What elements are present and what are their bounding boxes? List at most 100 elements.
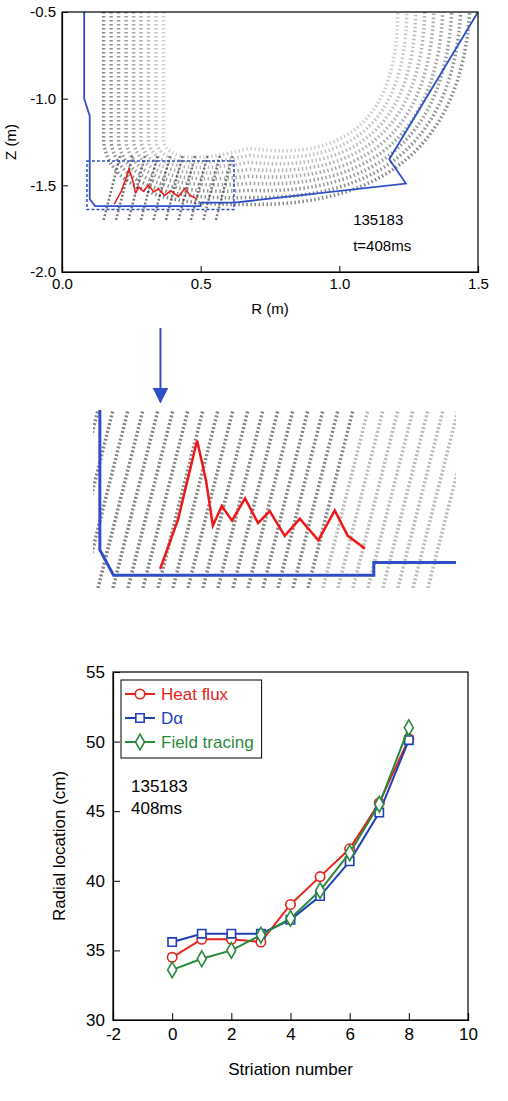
striation-texture [93, 410, 128, 588]
striation-texture [293, 410, 338, 588]
emission-band [111, 12, 461, 198]
data-point [286, 900, 295, 909]
tick-label: -2 [106, 1025, 121, 1044]
annotation: 408ms [131, 799, 182, 818]
legend: Heat fluxDαField tracing [121, 680, 262, 758]
legend-label: Dα [161, 709, 183, 728]
emission-band [104, 12, 470, 205]
data-point [404, 720, 413, 736]
striation-texture [93, 410, 113, 588]
axis-line [63, 13, 69, 273]
tick: 40 [86, 872, 120, 891]
tick-label: 45 [86, 802, 105, 821]
emission-band [149, 12, 416, 167]
axis: -20246810 [106, 1013, 478, 1044]
striation-texture [113, 410, 158, 588]
tick-label: 0 [168, 1025, 177, 1044]
striation-texture [188, 410, 233, 588]
tick: 50 [86, 733, 120, 752]
data-point [315, 872, 324, 881]
tick-label: 50 [86, 733, 105, 752]
figure: 0.00.51.01.5-2.0-1.5-1.0-0.5R (m)Z (m)13… [0, 0, 508, 1101]
tick-label: 10 [459, 1025, 478, 1044]
axis-line [114, 1013, 469, 1021]
panel-inset [53, 0, 508, 588]
data-point [168, 962, 177, 978]
tick: 35 [86, 941, 120, 960]
tick: -2.0 [30, 263, 68, 280]
tick-label: 0.5 [191, 275, 212, 292]
striation-texture [158, 410, 203, 588]
striation-texture [218, 410, 263, 588]
tick-label: 8 [405, 1025, 414, 1044]
legend-entry: Dα [125, 709, 183, 728]
series-line [172, 740, 409, 942]
annotation: 135183 [353, 211, 403, 228]
y-axis-title: Radial location (cm) [50, 771, 69, 921]
data-point [345, 845, 354, 861]
data-point [227, 943, 236, 959]
tick-label: -0.5 [30, 3, 56, 20]
emission-band [164, 12, 398, 158]
legend-marker [136, 734, 145, 750]
tick-mark [350, 1013, 351, 1020]
series [167, 734, 413, 962]
vessel-wall [84, 12, 478, 206]
heat-flux-trace [160, 441, 365, 569]
striation-texture [278, 410, 323, 588]
striation-texture [248, 410, 293, 588]
data-point [168, 938, 176, 946]
plot-frame [62, 12, 478, 272]
plot-frame [113, 672, 468, 1020]
striation-texture [263, 410, 308, 588]
panel-top: 0.00.51.01.5-2.0-1.5-1.0-0.5R (m)Z (m)13… [2, 3, 489, 317]
legend-entry: Heat flux [125, 685, 229, 704]
tick-label: 40 [86, 872, 105, 891]
legend-label: Heat flux [161, 685, 229, 704]
tick: 8 [405, 1013, 414, 1044]
tick-mark [62, 272, 68, 273]
emission-band [134, 12, 434, 179]
tick-mark [409, 1013, 410, 1020]
data-point [256, 927, 265, 943]
plot-background [113, 672, 468, 1020]
striation-texture [143, 410, 188, 588]
tick-mark [113, 742, 120, 743]
tick: 0.5 [191, 266, 212, 292]
data-point [197, 951, 206, 967]
annotation: 135183 [131, 777, 188, 796]
striation-texture [323, 410, 368, 588]
data-point [198, 930, 206, 938]
axis: 30 35 40 45 50 55 [86, 663, 120, 1030]
tick: -1.5 [30, 177, 68, 194]
tick-mark [113, 881, 120, 882]
tick: 0 [168, 1013, 177, 1044]
tick-label: 6 [345, 1025, 354, 1044]
zoom-arrow [159, 328, 161, 402]
tick-mark [113, 811, 120, 812]
striation-texture [233, 410, 278, 588]
tick-label: -2.0 [30, 263, 56, 280]
y-axis-title: Z (m) [2, 124, 19, 160]
panel-chart: -20246810303540455055Striation numberRad… [50, 663, 478, 1079]
axis-line [63, 266, 479, 273]
axis-line [114, 673, 121, 1021]
series [168, 736, 413, 946]
tick-mark [62, 12, 68, 13]
tick-label: 55 [86, 663, 105, 682]
tick: 4 [286, 1013, 295, 1044]
tick: -1.0 [30, 90, 68, 107]
data-point [227, 930, 235, 938]
zoom-box [87, 161, 234, 210]
data-point [375, 796, 384, 812]
heat-flux-trace [114, 169, 197, 204]
legend-marker [135, 689, 144, 698]
tick-label: 1.0 [329, 275, 350, 292]
emission-band [156, 12, 407, 162]
legend-box [121, 680, 262, 758]
tick-label: 35 [86, 941, 105, 960]
tick-label: 1.5 [468, 275, 489, 292]
tick-mark [172, 1013, 173, 1020]
striation-texture [308, 410, 353, 588]
tick-label: 30 [86, 1011, 105, 1030]
